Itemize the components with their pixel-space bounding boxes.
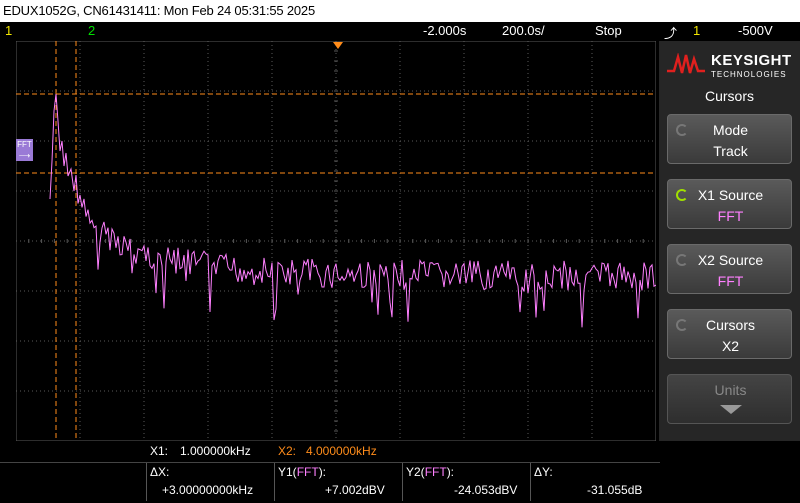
status-bar: 1 2 -2.000s 200.0s/ Stop ⤴ 1 -500V bbox=[0, 22, 800, 41]
trigger-level: -500V bbox=[738, 23, 773, 38]
down-arrow-icon bbox=[720, 405, 742, 414]
y1-value: +7.002dBV bbox=[325, 483, 385, 497]
entry-knob-icon bbox=[676, 254, 688, 266]
brand-name: KEYSIGHT bbox=[711, 52, 792, 69]
y1-label: Y1(FFT): bbox=[278, 465, 327, 479]
cursor-lines[interactable] bbox=[16, 41, 656, 441]
keysight-wave-icon bbox=[667, 53, 705, 74]
y2-value: -24.053dBV bbox=[454, 483, 518, 497]
run-state: Stop bbox=[595, 23, 622, 38]
title-text: EDUX1052G, CN61431411: Mon Feb 24 05:31:… bbox=[3, 3, 315, 18]
title-bar: EDUX1052G, CN61431411: Mon Feb 24 05:31:… bbox=[0, 0, 800, 22]
delta-x-label: ΔX: bbox=[150, 465, 170, 479]
entry-knob-icon bbox=[676, 124, 688, 136]
channel-1-indicator[interactable]: 1 bbox=[5, 23, 13, 38]
delta-y-value: -31.055dB bbox=[587, 483, 643, 497]
graticule bbox=[16, 41, 656, 441]
x2-source-softkey[interactable]: X2 Source FFT bbox=[667, 244, 792, 294]
waveform-canvas bbox=[16, 41, 656, 441]
fft-trace bbox=[49, 93, 656, 328]
x2-value: 4.000000kHz bbox=[306, 444, 377, 458]
cursors-softkey[interactable]: Cursors X2 bbox=[667, 309, 792, 359]
trigger-position-marker bbox=[333, 42, 343, 49]
softkey-panel: KEYSIGHT TECHNOLOGIES Cursors Mode Track… bbox=[659, 41, 800, 462]
entry-knob-icon bbox=[676, 319, 688, 331]
trigger-channel: 1 bbox=[693, 23, 701, 38]
trigger-edge-icon: ⤴ bbox=[664, 26, 678, 41]
readout-divider bbox=[0, 462, 660, 463]
x2-label: X2: bbox=[278, 444, 297, 458]
x1-value: 1.000000kHz bbox=[180, 444, 251, 458]
x1-source-softkey[interactable]: X1 Source FFT bbox=[667, 179, 792, 229]
keysight-logo: KEYSIGHT TECHNOLOGIES bbox=[667, 47, 797, 83]
delta-x-value: +3.00000000kHz bbox=[162, 483, 254, 497]
fft-ground-marker[interactable]: FFT ⟶ bbox=[16, 139, 33, 161]
x1-label: X1: bbox=[150, 444, 169, 458]
cursor-readout: X1: 1.000000kHz X2: 4.000000kHz ΔX: +3.0… bbox=[0, 441, 800, 503]
timebase-readout: 200.0s/ bbox=[502, 23, 545, 38]
delay-readout: -2.000s bbox=[423, 23, 467, 38]
entry-knob-active-icon bbox=[676, 189, 688, 201]
mode-softkey[interactable]: Mode Track bbox=[667, 114, 792, 164]
waveform-display[interactable]: FFT ⟶ bbox=[16, 41, 656, 441]
brand-subtitle: TECHNOLOGIES bbox=[711, 70, 787, 79]
channel-2-indicator[interactable]: 2 bbox=[88, 23, 96, 38]
y2-label: Y2(FFT): bbox=[406, 465, 455, 479]
delta-y-label: ΔY: bbox=[534, 465, 553, 479]
menu-title: Cursors bbox=[704, 88, 754, 104]
units-softkey[interactable]: Units bbox=[667, 374, 792, 424]
